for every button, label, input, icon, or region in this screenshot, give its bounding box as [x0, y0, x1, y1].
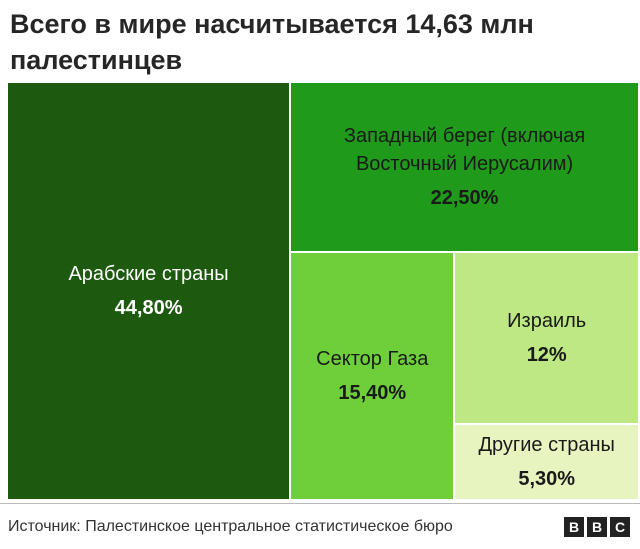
tile-label: Сектор Газа	[316, 348, 429, 371]
logo-letter: B	[587, 517, 607, 537]
tile-value: 22,50%	[430, 187, 499, 210]
bbc-logo: B B C	[564, 517, 630, 537]
tile-arab-countries: Арабские страны 44,80%	[8, 83, 292, 501]
treemap-chart: Арабские страны 44,80% Западный берег (в…	[8, 83, 640, 501]
tile-label: Западный берег (включая Восточный Иеруса…	[343, 125, 586, 176]
tile-israel: Израиль 12%	[455, 253, 640, 426]
tile-value: 15,40%	[338, 382, 407, 405]
tile-label: Другие страны	[478, 434, 615, 457]
tile-label: Арабские страны	[68, 263, 229, 285]
tile-gaza-strip: Сектор Газа 15,40%	[291, 253, 456, 501]
chart-title: Всего в мире насчитывается 14,63 млн пал…	[10, 9, 534, 75]
tile-value: 5,30%	[518, 468, 576, 491]
logo-letter: C	[610, 517, 630, 537]
tile-other-countries: Другие страны 5,30%	[455, 425, 640, 501]
tile-label: Израиль	[507, 310, 587, 333]
tile-value: 12%	[526, 344, 567, 367]
tile-west-bank: Западный берег (включая Восточный Иеруса…	[291, 83, 640, 254]
source-note: Источник: Палестинское центральное стати…	[8, 518, 453, 535]
tile-value: 44,80%	[114, 297, 183, 319]
footer: Источник: Палестинское центральное стати…	[0, 503, 640, 549]
logo-letter: B	[564, 517, 584, 537]
